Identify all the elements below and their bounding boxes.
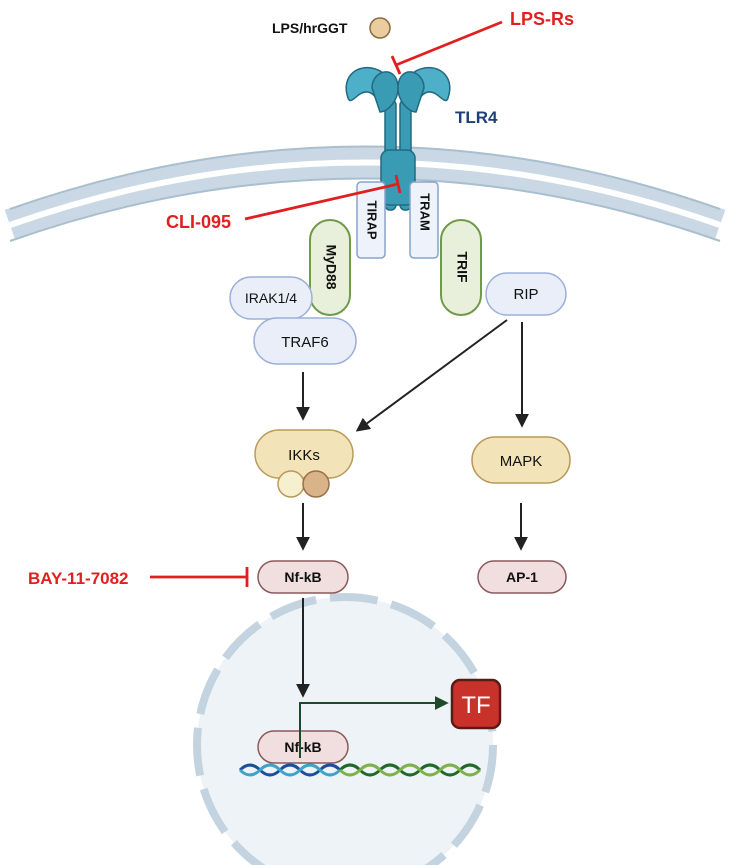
- traf6-node: TRAF6: [253, 317, 357, 365]
- cell-membrane: [4, 145, 726, 242]
- tlr4-label: TLR4: [455, 108, 498, 127]
- ligand-circle: [369, 17, 391, 39]
- lps-rs-inhibitor-line: [390, 20, 503, 75]
- nfkb-nucleus-label: Nf-kB: [284, 739, 321, 755]
- arrow-to-tf: [299, 696, 449, 758]
- traf6-label: TRAF6: [281, 334, 329, 351]
- tirap-adaptor: TIRAP: [356, 181, 386, 259]
- ikks-node: IKKs: [254, 429, 354, 498]
- myd88-adaptor: MyD88: [309, 219, 351, 316]
- ligand-label: LPS/hrGGT: [272, 20, 348, 36]
- ap1-node: AP-1: [477, 560, 567, 594]
- nfkb-cytoplasm-node: Nf-kB: [257, 560, 349, 594]
- tf-label: TF: [461, 692, 490, 719]
- trif-label: TRIF: [454, 251, 470, 283]
- tlr4-receptor: [345, 66, 451, 211]
- arrow-rip-to-ikks: [355, 319, 508, 432]
- dna-helix: [238, 763, 482, 777]
- irak-node: IRAK1/4: [229, 276, 313, 320]
- nucleus: [193, 593, 497, 865]
- cli-095-label: CLI-095: [166, 212, 231, 232]
- myd88-label: MyD88: [323, 244, 339, 289]
- trif-adaptor: TRIF: [440, 219, 482, 316]
- lps-rs-label: LPS-Rs: [510, 9, 574, 29]
- nfkb-cytoplasm-label: Nf-kB: [284, 569, 321, 585]
- bay-inhibitor-line: [150, 567, 249, 587]
- rip-node: RIP: [485, 272, 567, 316]
- irak-label: IRAK1/4: [245, 290, 297, 306]
- tf-box: TF: [450, 678, 502, 730]
- tirap-label: TIRAP: [365, 201, 380, 240]
- mapk-label: MAPK: [500, 453, 543, 470]
- ap1-label: AP-1: [506, 569, 538, 585]
- mapk-node: MAPK: [471, 436, 571, 484]
- bay-label: BAY-11-7082: [28, 569, 129, 588]
- ikks-label: IKKs: [288, 447, 320, 464]
- cli-095-inhibitor-line: [244, 174, 402, 221]
- rip-label: RIP: [513, 286, 538, 303]
- nfkb-nucleus-node: Nf-kB: [257, 730, 349, 764]
- tram-label: TRAM: [418, 193, 433, 231]
- tram-adaptor: TRAM: [409, 181, 439, 259]
